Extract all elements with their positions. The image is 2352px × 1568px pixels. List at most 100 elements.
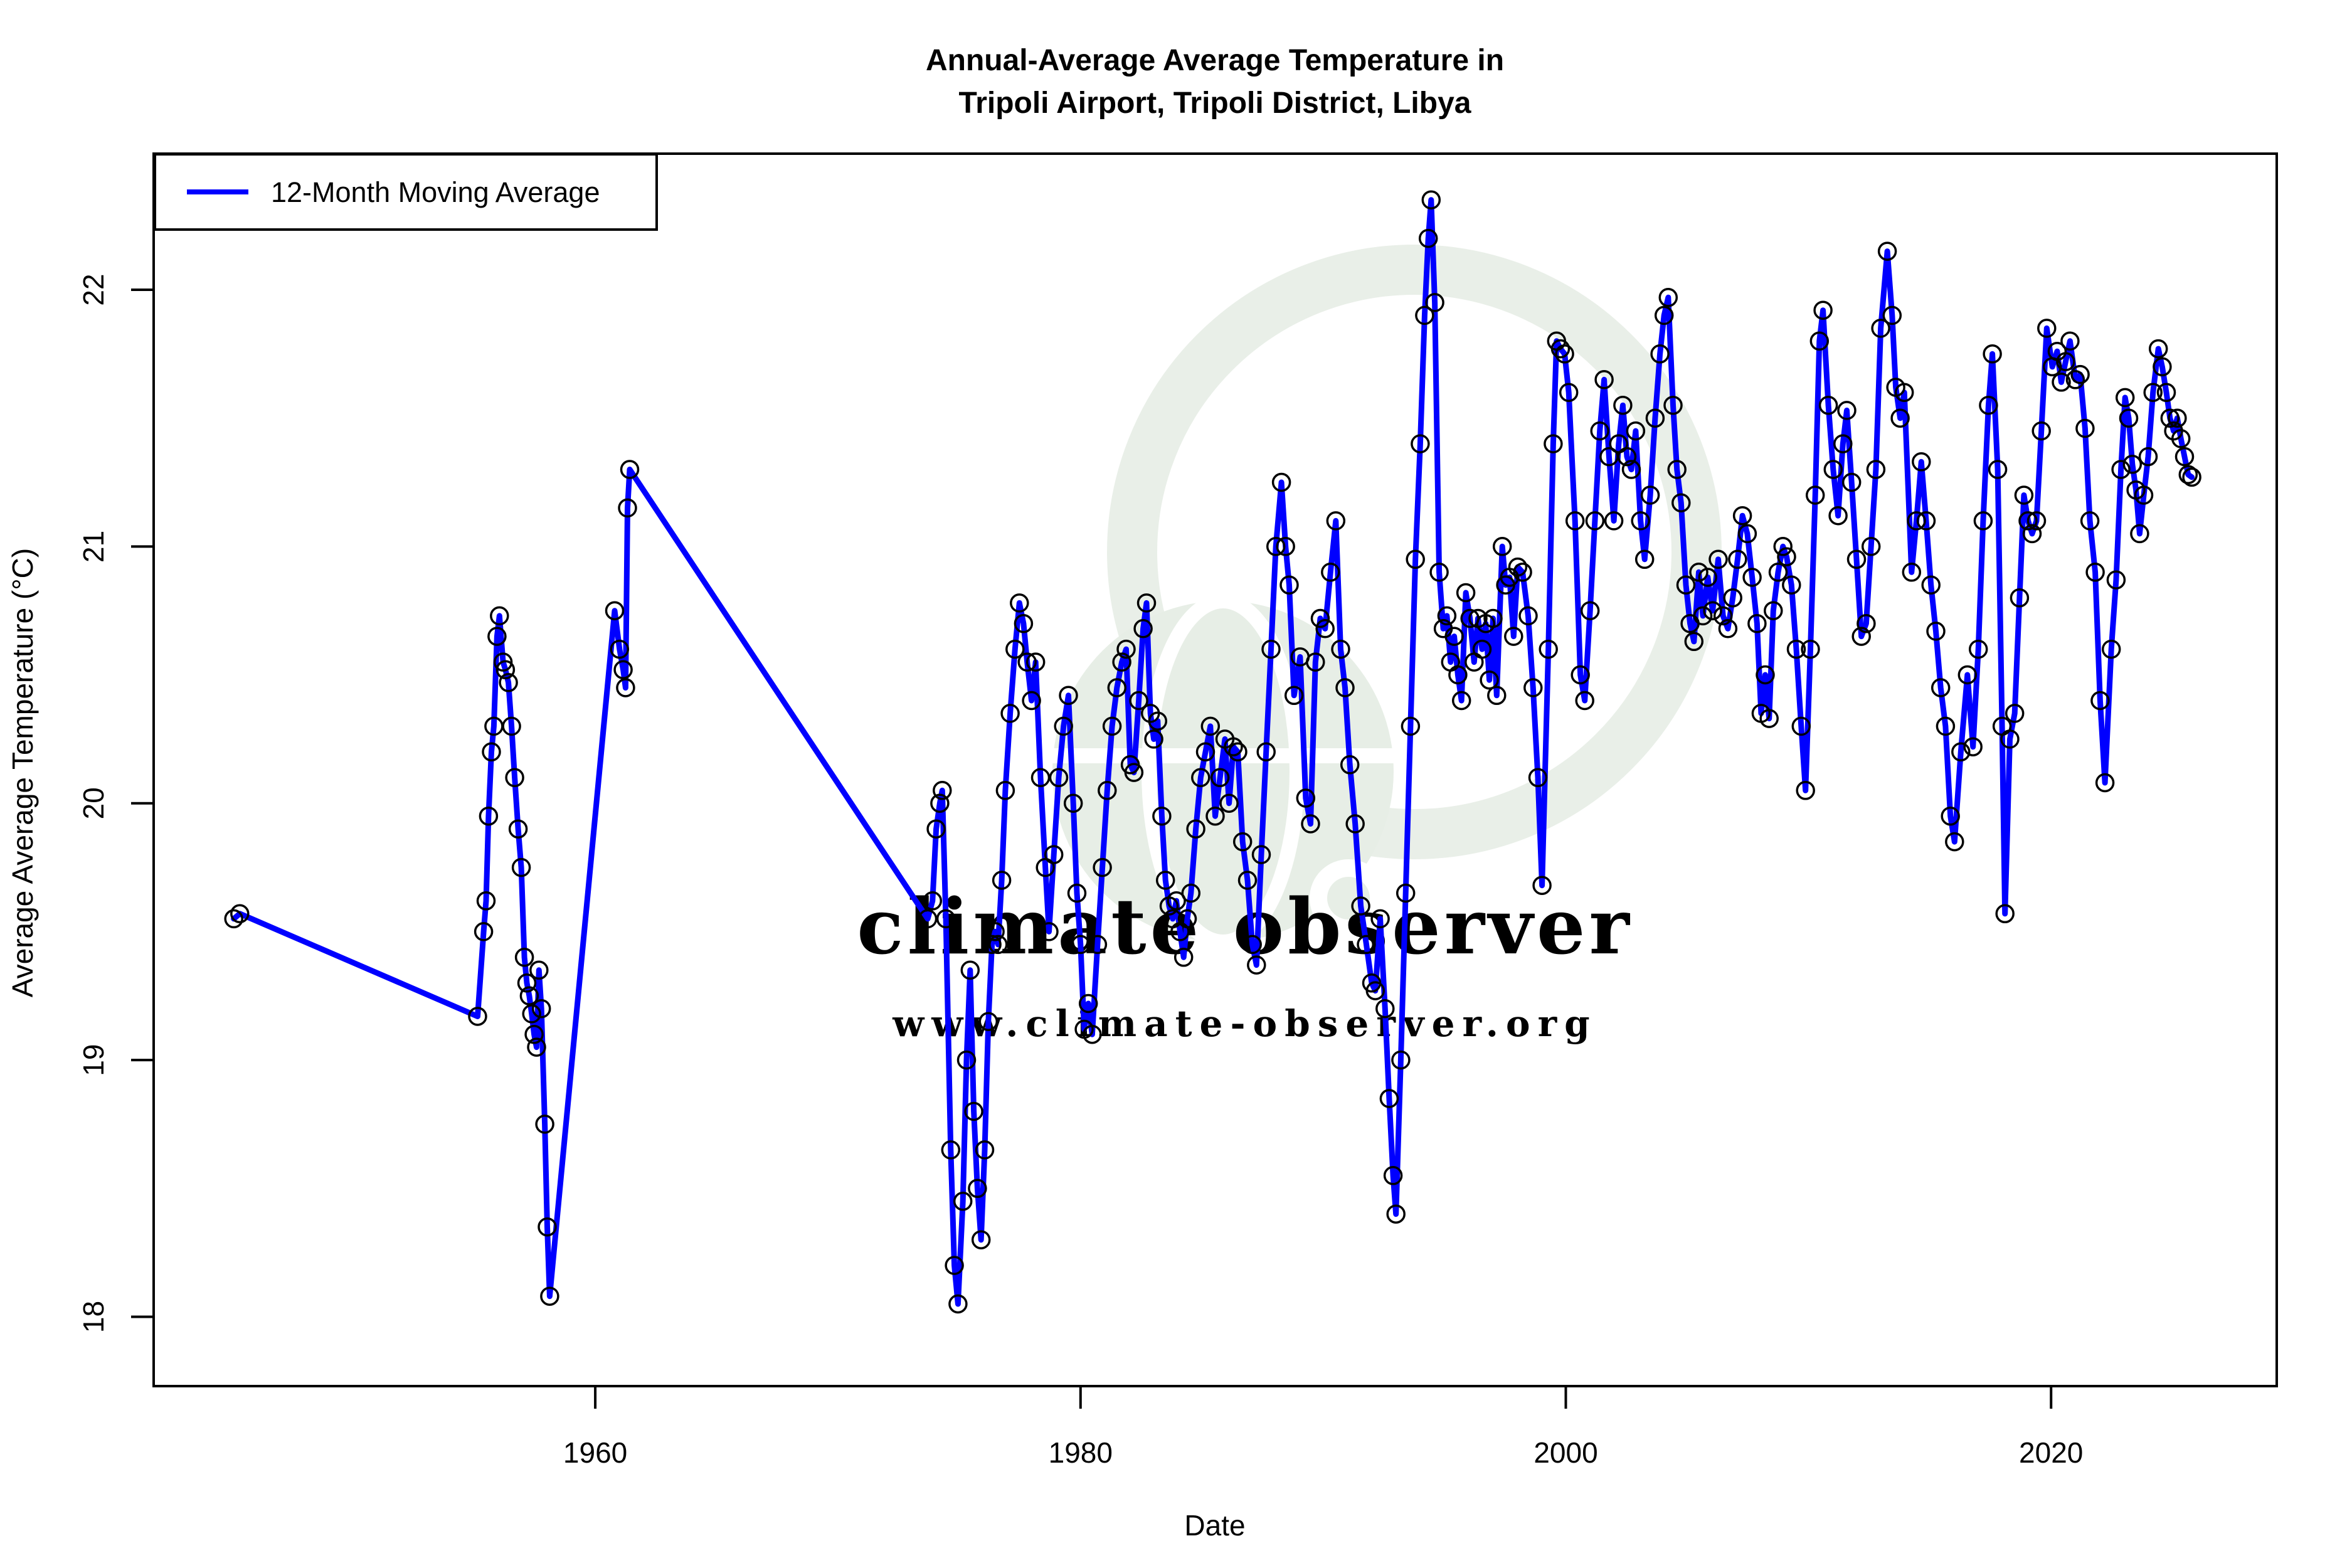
data-point-marker	[1228, 742, 1248, 762]
data-point-marker	[1963, 737, 1983, 756]
data-point-marker	[1513, 563, 1532, 582]
data-point-marker	[1813, 300, 1833, 320]
data-point-marker	[1621, 460, 1641, 479]
data-point-marker	[1532, 876, 1552, 895]
data-point-marker	[1451, 691, 1471, 711]
data-point-marker	[918, 909, 938, 929]
data-point-marker	[1210, 768, 1230, 788]
data-point-marker	[2160, 408, 2180, 428]
data-point-marker	[1271, 472, 1291, 492]
data-point-marker	[2000, 729, 2020, 749]
data-point-marker	[490, 606, 509, 626]
data-point-marker	[1676, 575, 1696, 595]
data-point-marker	[988, 935, 1008, 955]
data-point-marker	[2095, 773, 2115, 793]
data-point-marker	[1866, 460, 1886, 479]
watermark-title: climate observer	[857, 881, 1633, 972]
data-point-marker	[933, 781, 952, 800]
data-point-marker	[1698, 568, 1718, 587]
data-point-marker	[1828, 506, 1848, 526]
data-point-marker	[968, 1179, 987, 1199]
data-point-marker	[1626, 421, 1646, 441]
data-point-marker	[1759, 709, 1779, 728]
data-point-marker	[1144, 729, 1163, 749]
data-point-marker	[2106, 570, 2126, 590]
legend-label: 12-Month Moving Average	[271, 176, 600, 208]
data-point-marker	[1796, 781, 1815, 800]
data-point-marker	[2153, 357, 2172, 377]
data-point-marker	[1331, 639, 1350, 659]
data-point-marker	[1396, 883, 1416, 903]
data-point-marker	[1261, 639, 1281, 659]
data-point-marker	[1155, 871, 1175, 890]
axis-ticks: 1960 1980 2000 2020 18 19 20 21 22	[77, 273, 2083, 1469]
data-point-marker	[1401, 716, 1421, 736]
data-point-marker	[1703, 601, 1722, 620]
data-point-marker	[531, 999, 551, 1019]
data-point-marker	[1487, 686, 1507, 706]
data-point-marker	[964, 1101, 983, 1121]
data-point-marker	[2138, 447, 2158, 467]
data-point-marker	[1902, 563, 1922, 582]
x-axis-label: Date	[1184, 1509, 1245, 1542]
data-point-marker	[1671, 493, 1691, 512]
data-point-marker	[524, 1024, 544, 1044]
data-point-marker	[2101, 639, 2121, 659]
data-point-marker	[1823, 460, 1843, 479]
data-point-marker	[1083, 1024, 1102, 1044]
x-tick-label: 2000	[1534, 1436, 1597, 1469]
data-point-marker	[953, 1192, 973, 1211]
data-point-marker	[1877, 241, 1897, 261]
data-point-marker	[992, 871, 1012, 890]
data-point-marker	[1528, 768, 1548, 788]
data-series	[224, 190, 2201, 1314]
y-tick-label: 19	[77, 1044, 110, 1076]
y-axis-label: Average Average Temperature (°C)	[6, 548, 39, 997]
data-point-marker	[605, 601, 625, 620]
data-point-marker	[1429, 563, 1449, 582]
data-point-marker	[1693, 606, 1713, 626]
data-point-marker	[1370, 909, 1390, 929]
data-point-marker	[2122, 455, 2143, 474]
data-point-marker	[495, 660, 516, 680]
data-point-marker	[2148, 339, 2168, 359]
x-tick-label: 2020	[2019, 1436, 2083, 1469]
data-point-marker	[2111, 460, 2131, 479]
series-line	[231, 197, 2195, 1307]
data-point-marker	[936, 909, 956, 929]
data-point-marker	[1882, 305, 1902, 326]
data-point-marker	[1005, 639, 1025, 659]
data-point-marker	[1063, 793, 1083, 813]
data-point-marker	[1321, 563, 1340, 582]
data-point-marker	[1200, 716, 1221, 736]
data-point-marker	[1112, 652, 1131, 672]
data-point-marker	[1310, 608, 1330, 628]
data-point-marker	[1575, 691, 1594, 711]
data-point-marker	[982, 935, 1002, 955]
data-point-marker	[1492, 537, 1512, 556]
data-point-marker	[1861, 537, 1881, 556]
data-point-marker	[1107, 678, 1127, 697]
data-point-marker	[1010, 593, 1029, 613]
data-point-marker	[1251, 845, 1271, 864]
data-point-marker	[610, 639, 630, 659]
data-point-marker	[618, 498, 637, 518]
data-point-marker	[1756, 665, 1775, 685]
data-point-marker	[482, 742, 501, 762]
data-point-marker	[975, 1140, 995, 1160]
data-point-marker	[1444, 627, 1464, 646]
data-point-marker	[1284, 686, 1304, 706]
data-point-marker	[1102, 716, 1122, 736]
data-point-marker	[1894, 383, 1914, 402]
y-tick-label: 22	[77, 273, 110, 305]
data-point-marker	[468, 1007, 487, 1026]
data-point-marker	[1571, 665, 1590, 685]
data-point-marker	[1689, 563, 1708, 582]
data-point-marker	[2085, 563, 2105, 582]
data-point-marker	[1890, 408, 1910, 428]
data-point-marker	[1658, 288, 1678, 307]
data-point-marker	[1098, 781, 1117, 800]
data-point-marker	[1926, 622, 1946, 641]
data-point-marker	[2032, 421, 2051, 441]
data-point-marker	[1523, 678, 1543, 697]
